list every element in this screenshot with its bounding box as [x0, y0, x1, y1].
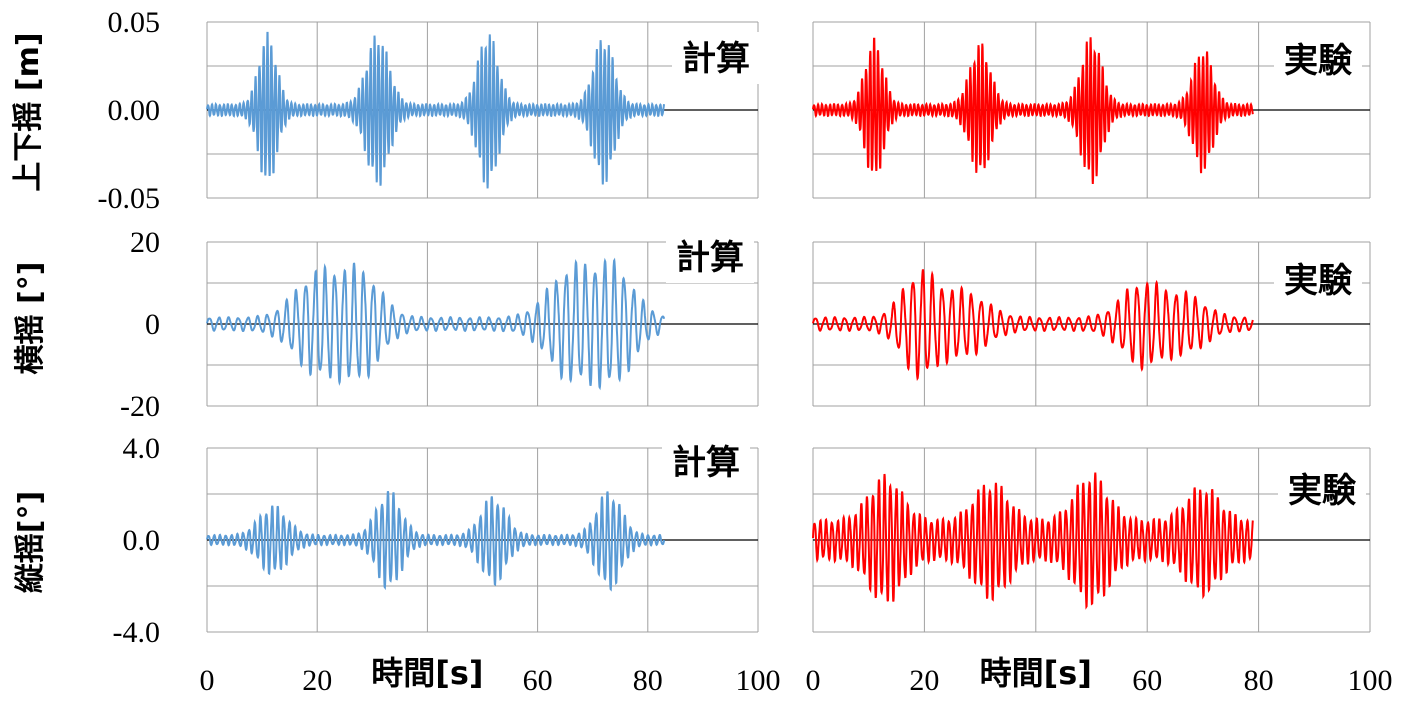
x-tick-label: 60	[1132, 664, 1162, 697]
panel-label-background	[672, 32, 760, 84]
y-tick-label: -4.0	[113, 616, 161, 649]
x-tick-label: 100	[1348, 664, 1393, 697]
x-axis-label: 時間[s]	[980, 654, 1092, 692]
panel-label: 計算	[672, 443, 740, 483]
y-axis-label: 横揺 [°]	[13, 262, 48, 375]
panel-label-background	[662, 436, 750, 488]
panel-label: 実験	[1284, 41, 1353, 81]
y-tick-label: -0.05	[98, 182, 161, 215]
y-tick-label: -20	[120, 390, 160, 423]
series-line-calc	[206, 490, 666, 592]
panel-label-background	[1274, 34, 1362, 86]
y-axis-label: 上下揺 [m]	[11, 32, 46, 191]
x-tick-label: 0	[200, 664, 215, 697]
y-tick-label: 0.05	[108, 6, 161, 39]
y-tick-label: 4.0	[123, 432, 161, 465]
y-tick-label: 0.00	[108, 94, 161, 127]
series-line-exp	[812, 37, 1254, 185]
panel-label: 計算	[682, 39, 750, 79]
y-tick-label: 0	[145, 308, 160, 341]
x-tick-label: 20	[909, 664, 939, 697]
x-tick-label: 20	[302, 664, 332, 697]
panel-label-background	[666, 231, 754, 283]
x-tick-label: 60	[523, 664, 553, 697]
x-tick-label: 0	[806, 664, 821, 697]
x-tick-label: 80	[633, 664, 663, 697]
y-tick-label: 20	[130, 226, 160, 259]
x-axis-label: 時間[s]	[371, 654, 483, 692]
series-line-calc	[206, 257, 666, 391]
x-tick-label: 100	[736, 664, 781, 697]
y-axis-label: 縦揺[°]	[13, 491, 48, 593]
panel-label-background	[1274, 254, 1362, 306]
panel-label: 実験	[1288, 471, 1357, 511]
panel-label: 実験	[1284, 261, 1353, 301]
series-line-exp	[812, 269, 1254, 381]
panel-label: 計算	[676, 238, 744, 278]
panel-label-background	[1278, 464, 1366, 516]
y-tick-label: 0.0	[123, 524, 161, 557]
series-line-exp	[812, 472, 1254, 610]
x-tick-label: 80	[1244, 664, 1274, 697]
series-line-calc	[206, 31, 666, 189]
